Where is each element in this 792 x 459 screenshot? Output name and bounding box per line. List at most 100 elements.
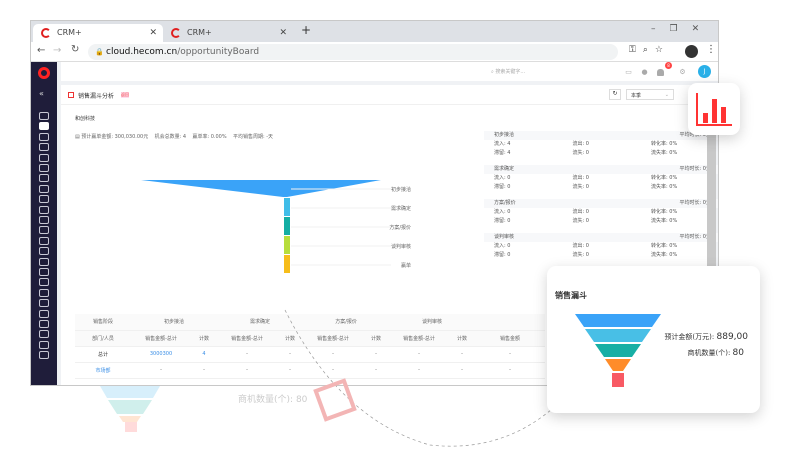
stage-header: 初步接洽 [131,314,218,331]
sidebar-nav-icon[interactable] [39,195,49,204]
collapse-icon[interactable]: « [39,89,44,98]
funnel-segment[interactable] [141,180,381,197]
reload-icon[interactable]: ↻ [71,44,80,55]
url-input[interactable]: 🔒 cloud.hecom.cn/opportunityBoard [88,44,618,60]
app-logo [38,67,50,79]
bell-icon[interactable] [657,69,664,76]
funnel-label: 赢单 [401,262,411,269]
notification-badge: 8 [665,62,672,69]
sidebar-nav-icon[interactable] [39,309,49,318]
app-header: ⌕ 搜索关键字... ▭ ● 8 ⚙ J [61,62,718,81]
message-icon[interactable]: ● [641,68,648,76]
count-header: 计数 [277,330,304,347]
avatar[interactable]: J [698,65,711,78]
address-actions[interactable]: ⚿⌕☆ [629,45,670,55]
sidebar-nav-icon[interactable] [39,288,49,297]
profile-icon[interactable] [685,45,698,58]
sidebar-nav-icon[interactable] [39,320,49,328]
amount-header: 销售金额-总计 [389,330,450,347]
sidebar: « [31,62,57,385]
sidebar-nav-icon[interactable] [39,132,49,141]
chart-icon-card [688,83,740,135]
browser-window: CRM+ ✕ CRM+ ✕ + –❐✕ ← → ↻ 🔒 cloud.hecom.cn/… [30,20,719,386]
funnel-segment[interactable] [284,198,290,216]
refresh-button[interactable]: ↻ [609,89,621,100]
funnel-segment[interactable] [284,217,290,235]
sidebar-nav-icon[interactable] [39,184,49,193]
tab-label: CRM+ [187,28,212,37]
count-header: 计数 [449,330,476,347]
faded-funnel-decoration [100,386,160,432]
back-link[interactable]: 返回 [121,92,129,98]
stage-avg: 平均时长: 0天 [679,166,711,172]
sidebar-nav-icon[interactable] [39,278,49,287]
period-value: 本季 [631,93,642,99]
funnel-segment[interactable] [284,255,290,273]
stage-avg: 平均时长: 0天 [679,132,711,138]
faded-count-text: 商机数量(个): 80 [238,395,308,405]
count-header: 计数 [363,330,390,347]
tab-label: CRM+ [57,28,82,37]
back-icon[interactable]: ← [37,45,46,56]
stage-header: 需求确定 [217,314,304,331]
sidebar-nav-icon[interactable] [39,216,49,224]
table-row: 市场部 - - - - - - - - - [75,362,545,379]
popup-funnel [575,314,661,387]
tab-active[interactable]: CRM+ ✕ [33,24,163,42]
stage-avg: 平均时长: 0天 [679,200,711,206]
funnel-label: 谈判审核 [391,243,411,250]
popup-funnel-segment [575,314,661,327]
sidebar-nav-icon[interactable] [39,257,49,266]
close-tab-icon[interactable]: ✕ [279,28,287,38]
popup-amount: 预计金额(万元): 889,00 [664,332,748,342]
address-bar: ← → ↻ 🔒 cloud.hecom.cn/opportunityBoard ⚿… [31,42,718,62]
close-tab-icon[interactable]: ✕ [149,28,157,38]
sidebar-nav-icon[interactable] [39,268,49,276]
sidebar-nav-icon[interactable] [39,330,49,339]
new-tab-button[interactable]: + [301,23,312,37]
report-icon [68,92,74,98]
sidebar-nav-icon[interactable] [39,205,49,214]
forward-icon[interactable]: → [53,45,62,56]
period-select[interactable]: 本季 ⌄ [626,89,674,100]
amount-header: 销售金额-总计 [217,330,278,347]
stage-name: 谈判审核 [494,234,515,240]
sales-funnel-card: 销售漏斗 预计金额(万元): 889,00 商机数量(个): 80 [547,266,760,413]
stage-header: 方案/报价 [303,314,390,331]
menu-icon[interactable]: ⋮ [706,44,716,55]
sidebar-nav-icon[interactable] [39,247,49,256]
stage-table: 销售阶段 初步接洽 需求确定 方案/报价 谈判审核 部门/人员 销售金额-总计 计数 销售金额-… [75,314,545,379]
sidebar-nav-icon[interactable] [39,122,49,131]
stage-summary: 方案/报价 平均时长: 0天 流入: 0 流出: 0 转化率: 0% 滞留: 0 流失: 0… [484,199,718,226]
search-placeholder: 搜索关键字... [495,69,526,75]
search-input[interactable]: ⌕ 搜索关键字... [491,69,526,75]
sidebar-nav-icon[interactable] [39,164,49,172]
scrollbar[interactable] [707,85,716,385]
stage-name: 需求确定 [494,166,515,172]
sidebar-nav-icon[interactable] [39,299,49,308]
stage-name: 初步接洽 [494,132,515,138]
sidebar-nav-icon[interactable] [39,143,49,152]
sidebar-nav-icon[interactable] [39,226,49,235]
popup-funnel-segment [585,329,651,342]
sidebar-nav-icon[interactable] [39,340,49,349]
sidebar-nav-icon[interactable] [39,112,49,120]
window-controls[interactable]: –❐✕ [651,24,714,34]
sidebar-nav-icon[interactable] [39,174,49,183]
table-row: 总计 3000300 4- - - - - - - [75,346,545,363]
crm-logo-icon [171,28,181,38]
sidebar-nav-icon[interactable] [39,351,49,360]
settings-icon[interactable]: ⚙ [679,68,686,76]
corner-header-dept: 部门/人员 [75,330,131,347]
funnel-segment[interactable] [284,236,290,254]
sidebar-nav-icon[interactable] [39,153,49,162]
stage-avg: 平均时长: 0天 [679,234,711,240]
tab-inactive[interactable]: CRM+ ✕ [163,24,293,42]
inbox-icon[interactable]: ▭ [625,68,632,76]
sidebar-nav-icon[interactable] [39,236,49,245]
